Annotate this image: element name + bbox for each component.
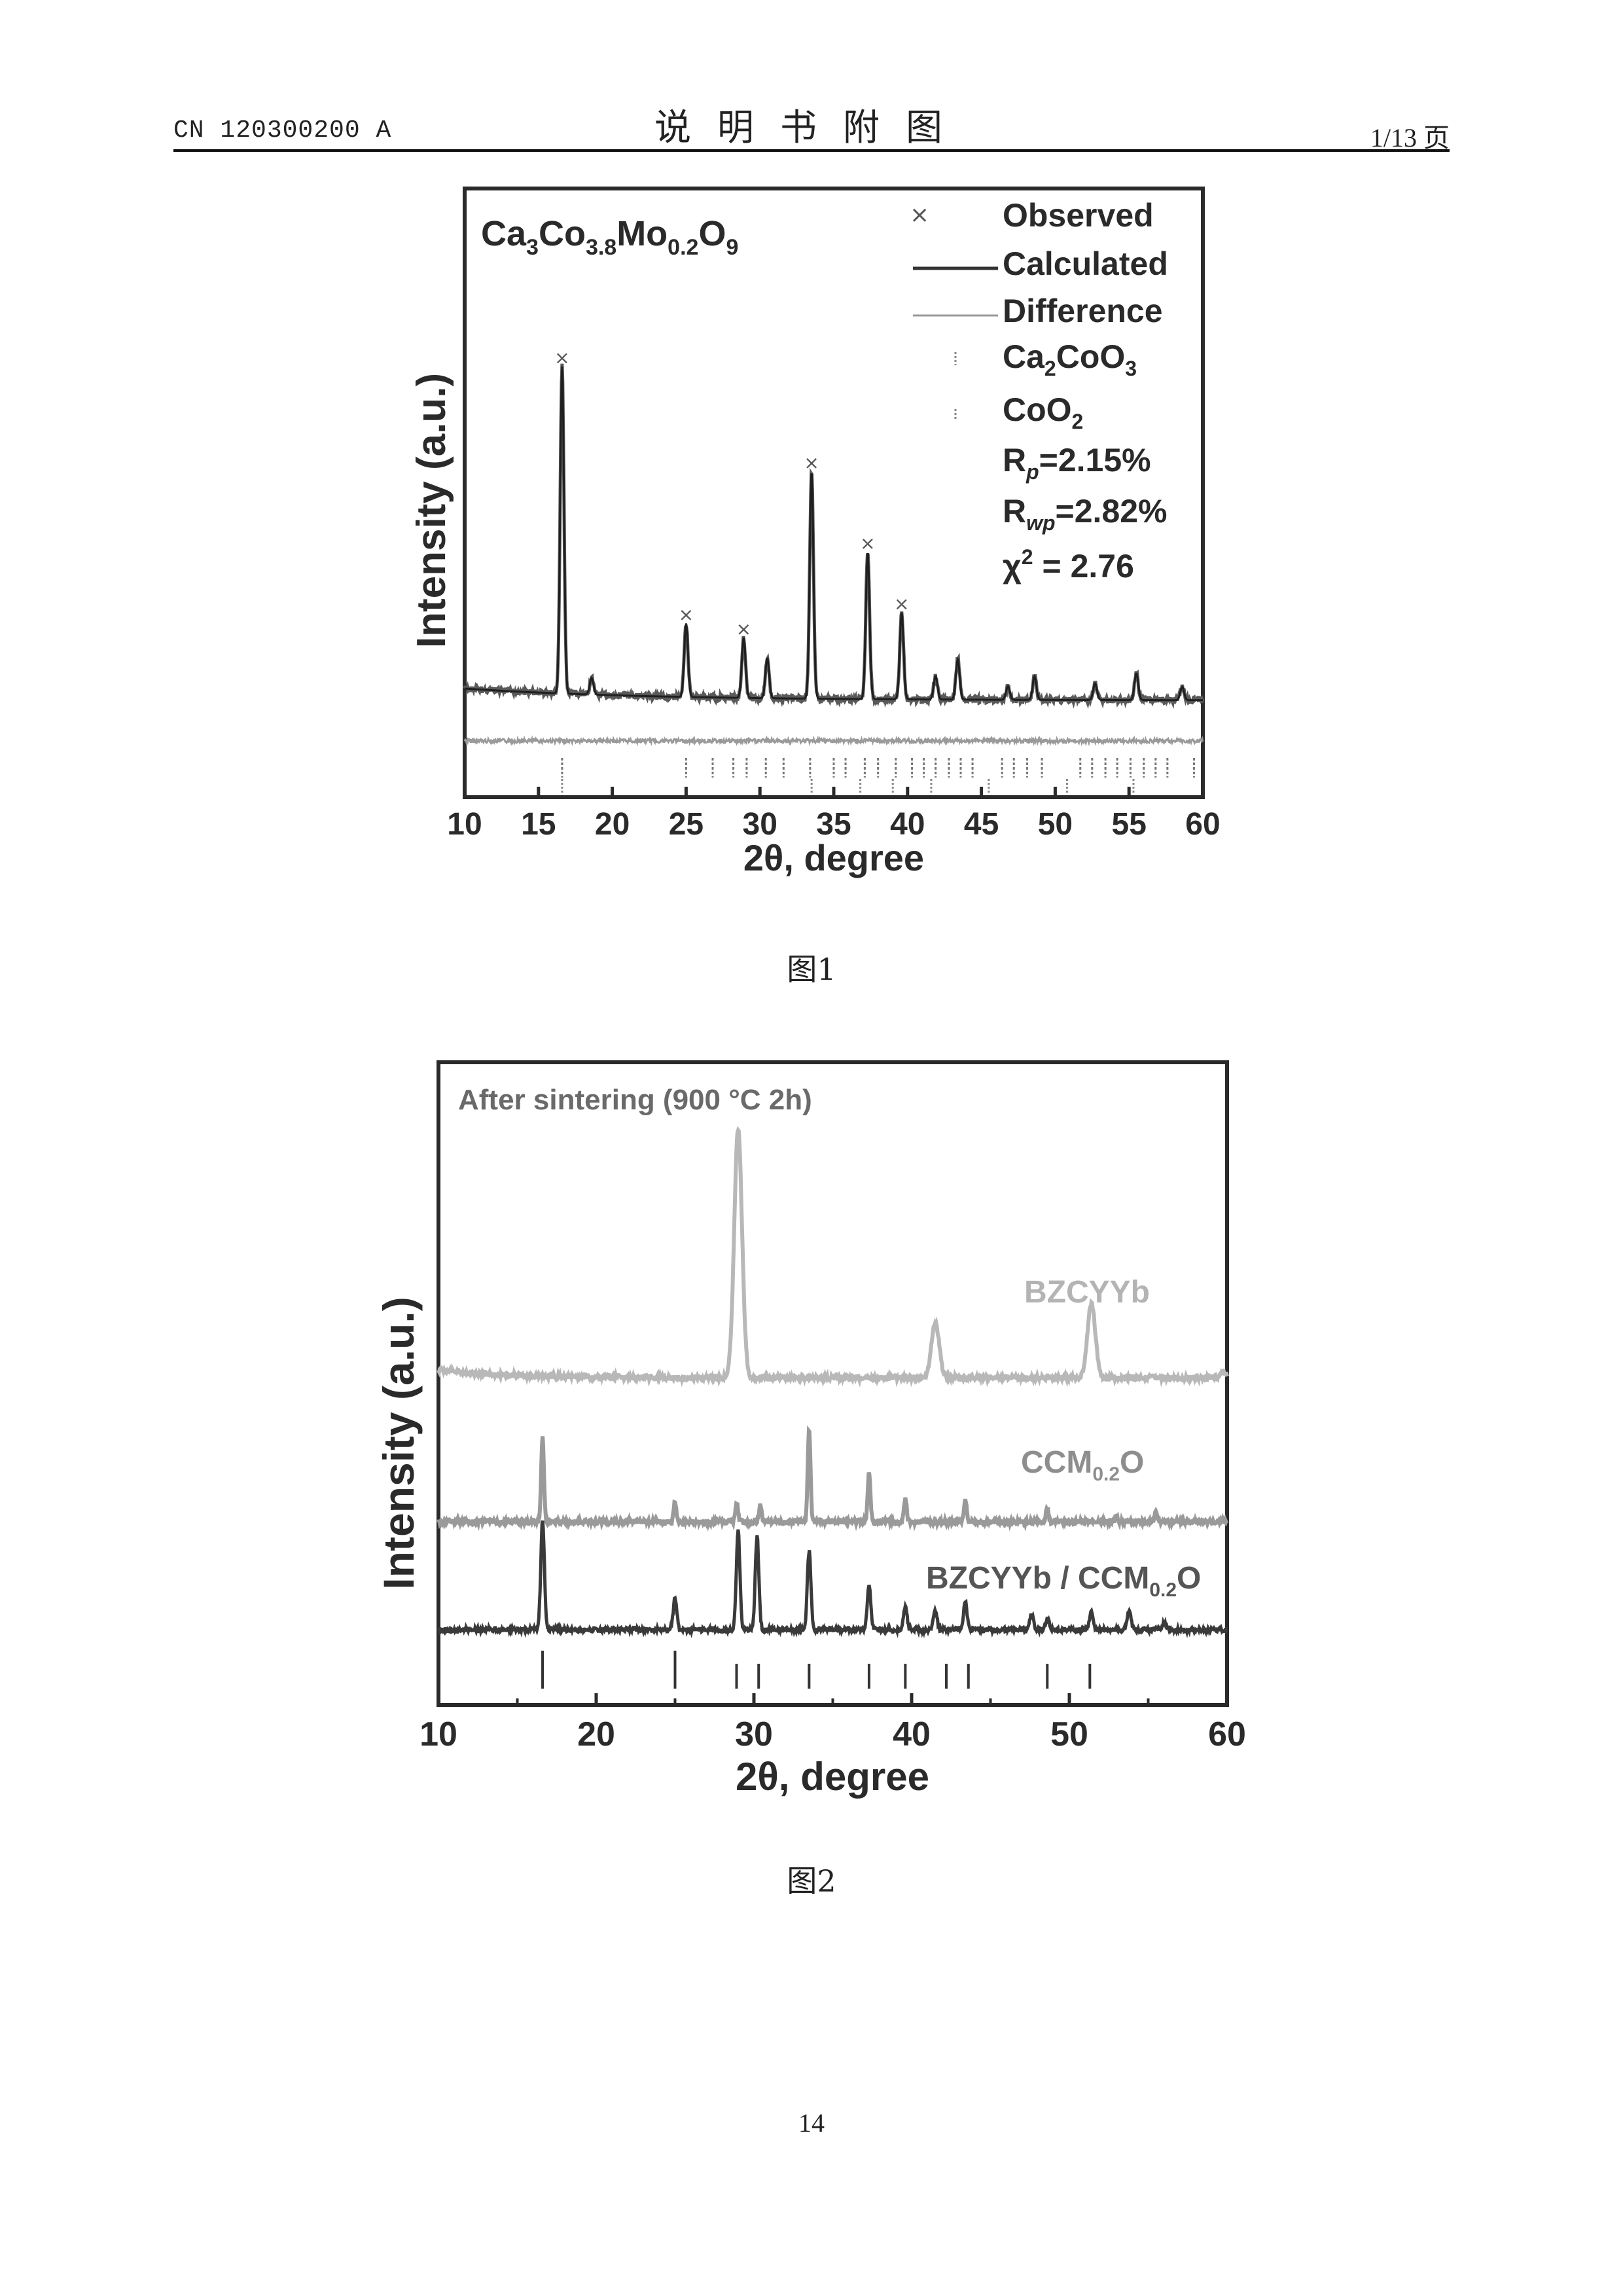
figure-1-x-tick-label: 55 [1112, 807, 1147, 842]
figure-2-x-tick-label: 20 [577, 1715, 615, 1753]
series-label-composite: BZCYYb / CCM0.2O [926, 1561, 1201, 1601]
figure-2-annotation: After sintering (900 °C 2h) [458, 1084, 812, 1116]
figure-1-chart: ×××××× 1015202530354045505560 Ca3Co3.8Mo… [393, 177, 1243, 890]
figure-2-x-tick-label: 50 [1050, 1715, 1088, 1753]
figure-2: 10 20 30 40 50 60 After sintering (900 °C 2h)… [366, 1050, 1270, 1810]
series-calculated-line [465, 367, 1203, 700]
figure-1-legend: × Observed Calculated Difference Ca2CoO3… [910, 197, 1168, 433]
figure-1-x-tick-label: 10 [447, 807, 482, 842]
figure-1-formula-label: Ca3Co3.8Mo0.2O9 [481, 214, 738, 260]
figure-2-chart: 10 20 30 40 50 60 After sintering (900 °C 2h)… [366, 1050, 1270, 1810]
figure-1-x-axis-label: 2θ, degree [743, 837, 924, 878]
figure-2-x-tick-label: 60 [1208, 1715, 1246, 1753]
legend-observed-marker: × [910, 202, 929, 228]
series-label-ccm: CCM0.2O [1021, 1445, 1144, 1485]
legend-observed: Observed [1003, 197, 1154, 234]
figure-1-x-tick-label: 25 [669, 807, 704, 842]
observed-peak-marker: × [679, 604, 694, 626]
observed-peak-marker: × [554, 347, 569, 368]
section-title: 说明书附图 [173, 98, 1450, 151]
fit-stat-chi2: χ2 = 2.76 [1003, 545, 1134, 584]
figure-1-x-tick-label: 15 [521, 807, 556, 842]
figure-1-x-tick-label: 50 [1038, 807, 1073, 842]
figure-2-caption: 图2 [0, 1857, 1623, 1901]
observed-peak-marker: × [804, 452, 819, 474]
series-observed-line [465, 364, 1203, 704]
observed-peak-marker: × [860, 533, 875, 554]
figure-2-y-axis-label: Intensity (a.u.) [374, 1297, 423, 1589]
legend-difference: Difference [1003, 293, 1163, 329]
figure-2-plot-frame [438, 1062, 1227, 1705]
figure-1-fit-stats: Rp=2.15% Rwp=2.82% χ2 = 2.76 [1003, 442, 1168, 584]
series-difference-line [465, 739, 1203, 743]
figure-1-x-tick-label: 20 [595, 807, 630, 842]
series-label-bzcyyb: BZCYYb [1024, 1275, 1150, 1310]
fit-stat-rwp: Rwp=2.82% [1003, 493, 1168, 535]
figure-1-x-tick-label: 60 [1185, 807, 1220, 842]
legend-calculated: Calculated [1003, 245, 1168, 282]
legend-coo2: CoO2 [1003, 391, 1083, 433]
figure-1: ×××××× 1015202530354045505560 Ca3Co3.8Mo… [393, 177, 1243, 890]
series-bzcyyb-line [438, 1130, 1227, 1380]
fit-stat-rp: Rp=2.15% [1003, 442, 1151, 484]
header-rule [173, 149, 1450, 152]
figure-1-y-axis-label: Intensity (a.u.) [409, 373, 454, 648]
page-header: CN 120300200 A 说明书附图 1/13 页 [173, 98, 1450, 151]
legend-ca2coo3: Ca2CoO3 [1003, 338, 1137, 380]
figure-2-x-tick-label: 40 [893, 1715, 931, 1753]
figure-2-x-tick-label: 30 [735, 1715, 773, 1753]
figure-1-caption: 图1 [0, 946, 1623, 989]
figure-1-x-tick-label: 45 [964, 807, 999, 842]
observed-peak-marker: × [894, 593, 909, 615]
page-number: 14 [0, 2108, 1623, 2138]
figure-2-x-axis-label: 2θ, degree [736, 1755, 929, 1799]
figure-2-x-tick-label: 10 [419, 1715, 457, 1753]
observed-peak-marker: × [736, 618, 751, 639]
